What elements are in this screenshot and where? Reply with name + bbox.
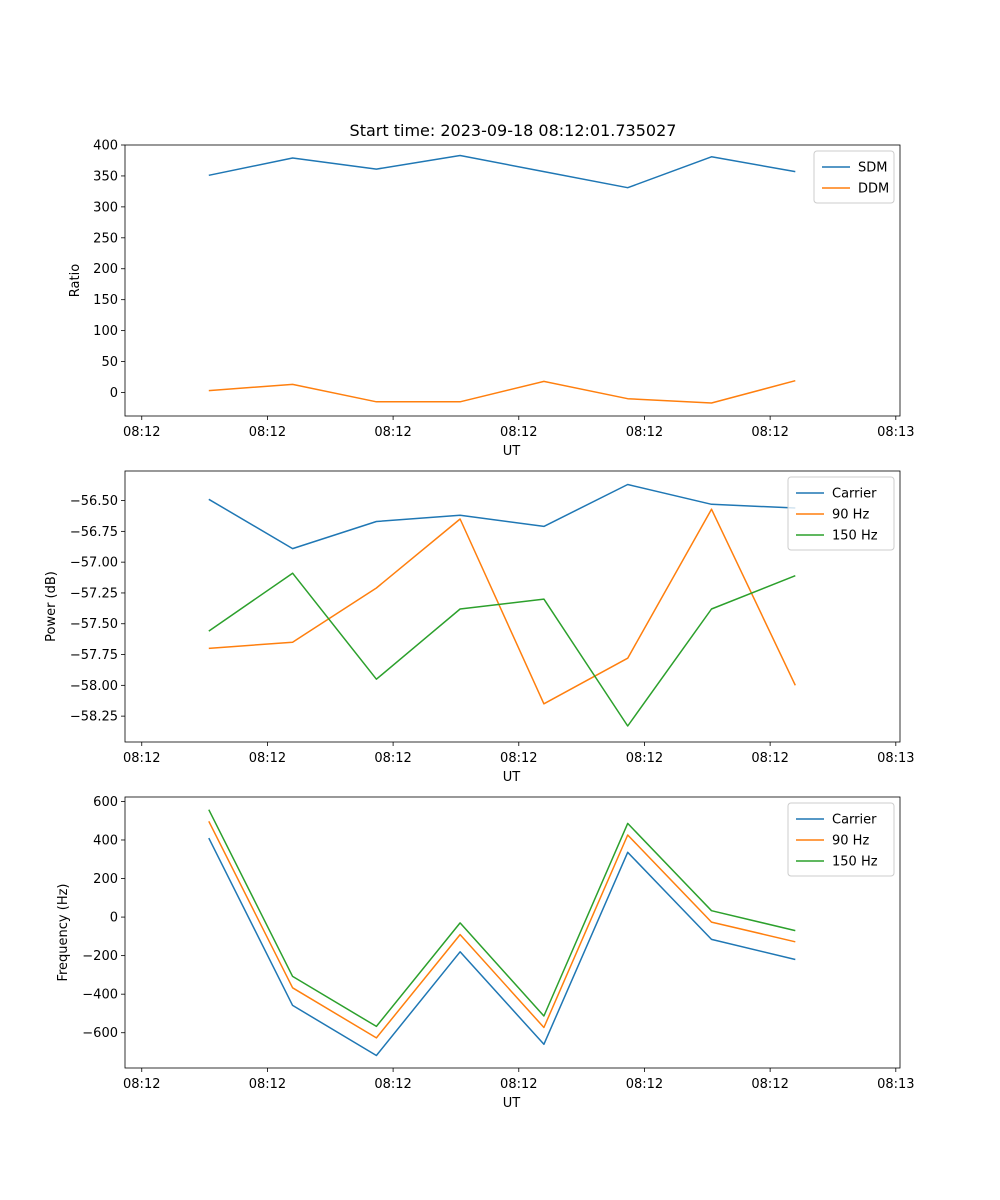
x-tick-label: 08:13 <box>877 425 914 440</box>
chart-panel-2: 08:12 08:12 08:12 08:12 08:12 08:12 08:13 −58.2… <box>44 470 915 785</box>
x-tick-label: 08:12 <box>751 1077 788 1092</box>
x-tick-label: 08:12 <box>374 751 411 766</box>
series-line-sdm <box>208 154 796 189</box>
legend-box <box>813 150 895 204</box>
y-tick-label: 400 <box>93 139 118 154</box>
y-tick-label: −400 <box>82 988 118 1003</box>
legend-label-carrier: Carrier <box>832 813 877 828</box>
y-axis-label: Ratio <box>68 264 83 297</box>
x-tick-label: 08:13 <box>877 751 914 766</box>
x-tick-label: 08:12 <box>751 425 788 440</box>
axes-frame <box>124 144 901 417</box>
y-tick-label: 0 <box>110 386 118 401</box>
series-line-90-hz <box>208 508 796 705</box>
y-axis-label: Power (dB) <box>44 571 59 642</box>
legend: Carrier 90 Hz 150 Hz <box>787 476 895 551</box>
y-tick-label: −57.00 <box>70 556 118 571</box>
y-tick-label: −58.00 <box>70 679 118 694</box>
x-axis-label: UT <box>503 444 521 459</box>
y-tick-label: −56.50 <box>70 494 118 509</box>
x-tick-label: 08:12 <box>500 751 537 766</box>
y-tick-label: 250 <box>93 231 118 246</box>
legend: SDM DDM <box>813 150 895 204</box>
legend-label-ddm: DDM <box>858 182 889 197</box>
legend-box <box>787 476 895 551</box>
y-tick-label: −57.25 <box>70 586 118 601</box>
chart-panels: 08:12 08:12 08:12 08:12 08:12 08:12 08:13 0 50 10… <box>44 139 915 1112</box>
chart-panel-1: 08:12 08:12 08:12 08:12 08:12 08:12 08:13 0 50 10… <box>68 139 915 460</box>
x-axis-label: UT <box>503 1096 521 1111</box>
x-tick-label: 08:12 <box>249 1077 286 1092</box>
x-tick-label: 08:12 <box>123 751 160 766</box>
x-tick-label: 08:12 <box>123 1077 160 1092</box>
chart-panel-3: 08:12 08:12 08:12 08:12 08:12 08:12 08:13 −600 −… <box>56 795 915 1111</box>
series-line-carrier <box>208 837 796 1057</box>
y-tick-label: 100 <box>93 324 118 339</box>
y-tick-label: 50 <box>101 355 118 370</box>
y-tick-label: 300 <box>93 200 118 215</box>
series-line-carrier <box>208 483 796 550</box>
series-line-150-hz <box>208 809 796 1028</box>
legend-label-90-hz: 90 Hz <box>832 834 869 849</box>
y-tick-label: 350 <box>93 169 118 184</box>
series-line-90-hz <box>208 820 796 1039</box>
series-line-150-hz <box>208 572 796 727</box>
x-tick-label: 08:12 <box>123 425 160 440</box>
x-tick-label: 08:13 <box>877 1077 914 1092</box>
legend-box <box>787 802 895 877</box>
x-tick-label: 08:12 <box>751 751 788 766</box>
x-tick-label: 08:12 <box>626 425 663 440</box>
y-tick-label: −57.75 <box>70 648 118 663</box>
y-tick-label: −600 <box>82 1026 118 1041</box>
y-tick-label: −200 <box>82 949 118 964</box>
y-tick-label: 200 <box>93 262 118 277</box>
x-tick-label: 08:12 <box>626 751 663 766</box>
axes-frame <box>124 470 901 743</box>
x-tick-label: 08:12 <box>374 425 411 440</box>
y-tick-label: 150 <box>93 293 118 308</box>
y-axis-label: Frequency (Hz) <box>56 883 71 981</box>
x-tick-label: 08:12 <box>249 425 286 440</box>
legend-label-150-hz: 150 Hz <box>832 855 878 870</box>
y-tick-label: 200 <box>93 872 118 887</box>
y-tick-label: 600 <box>93 795 118 810</box>
legend-label-150-hz: 150 Hz <box>832 529 878 544</box>
axes-frame <box>124 796 901 1069</box>
x-tick-label: 08:12 <box>249 751 286 766</box>
x-tick-label: 08:12 <box>374 1077 411 1092</box>
legend-label-90-hz: 90 Hz <box>832 508 869 523</box>
legend-label-carrier: Carrier <box>832 487 877 502</box>
legend: Carrier 90 Hz 150 Hz <box>787 802 895 877</box>
x-tick-label: 08:12 <box>626 1077 663 1092</box>
x-tick-label: 08:12 <box>500 425 537 440</box>
legend-label-sdm: SDM <box>858 161 887 176</box>
y-tick-label: −58.25 <box>70 710 118 725</box>
series-line-ddm <box>208 379 796 404</box>
y-tick-label: 0 <box>110 911 118 926</box>
x-axis-label: UT <box>503 770 521 785</box>
y-tick-label: −57.50 <box>70 617 118 632</box>
x-tick-label: 08:12 <box>500 1077 537 1092</box>
y-tick-label: 400 <box>93 833 118 848</box>
figure-title: Start time: 2023-09-18 08:12:01.735027 <box>350 121 677 140</box>
y-tick-label: −56.75 <box>70 525 118 540</box>
